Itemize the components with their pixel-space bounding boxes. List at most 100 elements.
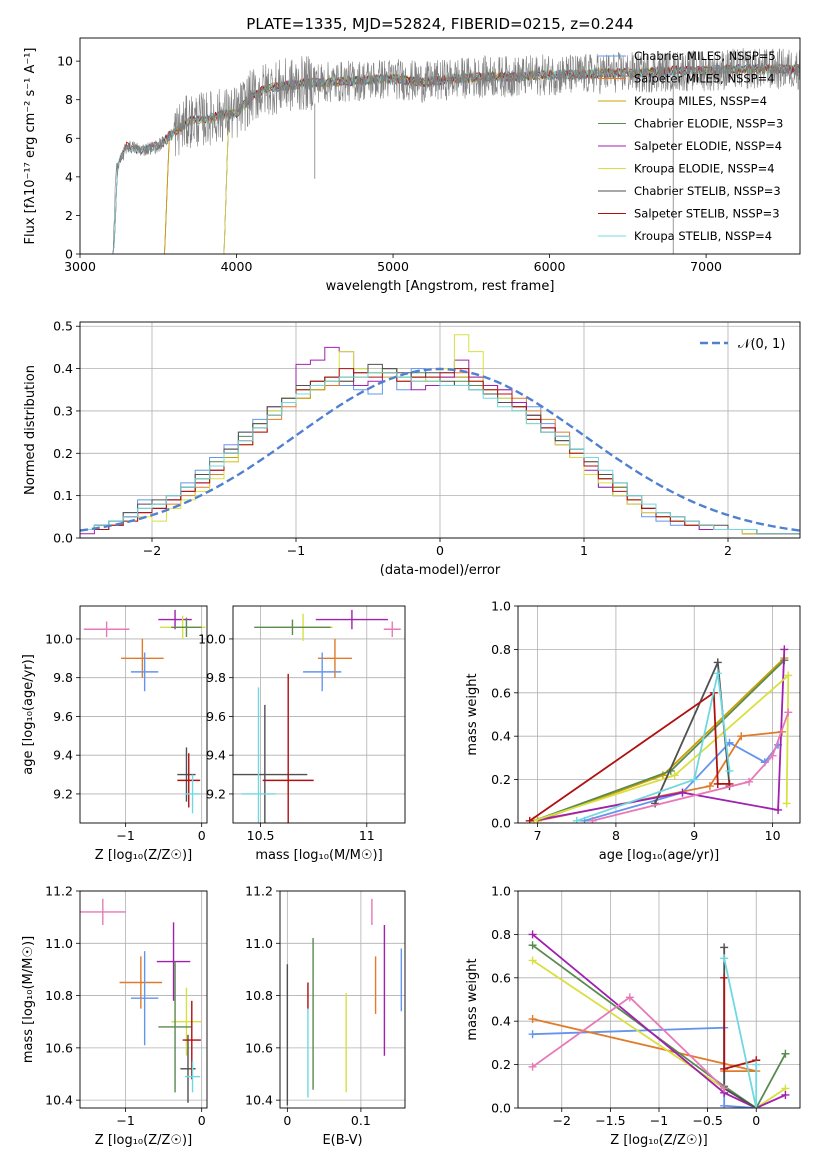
axes-spectrum: 3000 4000 5000 6000 7000 0 2 4 6 8 10 wavelength [A… (23, 37, 801, 294)
x-tick-label: 11 (359, 828, 375, 843)
weight-marker-chabrier_elodie (781, 1049, 790, 1058)
y-tick-label: 6 (65, 131, 73, 146)
plot-area-residuals (80, 334, 800, 538)
x-tick-label: 5000 (377, 259, 409, 274)
weight-marker-pink (720, 1084, 729, 1093)
x-tick-label: 6000 (534, 259, 566, 274)
axes-age_vs_z: −1 0 9.2 9.4 9.6 9.8 10.0 Z [log₁₀(Z/Z☉)] age [l… (21, 605, 208, 863)
y-tick-label: 0.2 (491, 772, 511, 787)
y-tick-label: 0.8 (491, 927, 511, 942)
x-tick-label: −1 (650, 1113, 668, 1128)
legend-label: Chabrier ELODIE, NSSP=3 (634, 117, 783, 131)
y-tick-label: 1.0 (491, 884, 511, 899)
y-tick-label: 0.2 (53, 446, 73, 461)
weight-marker-salpeter_elodie (774, 805, 783, 814)
observed-spectrum (112, 48, 800, 254)
axes-weight_vs_z: −2 −1.5 −1 −0.5 0 0.0 0.2 0.4 0.6 0.8 1.0 Z [log₁₀(… (465, 884, 801, 1148)
y-tick-label: 10.6 (245, 1040, 273, 1055)
x-axis-label: age [log₁₀(age/yr)] (599, 848, 720, 863)
axes-age_vs_mass: 10.5 11 9.2 9.4 9.6 9.8 10.0 mass [log₁₀(M/M☉)] (198, 605, 406, 863)
axes-frame (79, 890, 208, 1109)
y-tick-label: 11.0 (45, 936, 73, 951)
weight-line-chabrier_elodie (532, 944, 787, 1108)
x-tick-label: −2 (553, 1113, 571, 1128)
plot-area-weight_vs_z (528, 930, 790, 1108)
legend: Chabrier MILES, NSSP=5 Salpeter MILES, NS… (598, 49, 783, 243)
y-tick-label: 9.6 (53, 709, 73, 724)
x-tick-label: 9 (690, 828, 698, 843)
y-axis-label: mass weight (465, 673, 480, 755)
weight-marker-salpeter_miles (705, 782, 714, 791)
x-tick-label: −2 (143, 543, 161, 558)
legend-label: Salpeter STELIB, NSSP=3 (634, 207, 780, 221)
y-tick-label: 0.0 (491, 1101, 511, 1116)
weight-marker-salpeter_elodie (678, 788, 687, 797)
weight-marker-kroupa_elodie (670, 771, 679, 780)
normal-curve (80, 367, 800, 532)
weight-marker-pink (528, 1062, 537, 1071)
weight-marker-salpeter_miles (528, 1015, 537, 1024)
y-axis-label: age [log₁₀(age/yr)] (21, 654, 36, 775)
y-tick-label: 0 (65, 247, 73, 262)
plot-area-mass_vs_z (80, 898, 202, 1103)
weight-line-kroupa_stelib (576, 673, 731, 822)
y-tick-label: 0.3 (53, 403, 73, 418)
weight-marker-chabrier_miles (720, 1101, 729, 1108)
axes-frame (517, 890, 801, 1109)
weight-marker-chabrier_miles (528, 1030, 537, 1039)
x-axis-label: mass [log₁₀(M/M☉)] (255, 848, 382, 863)
plot-area-mass_vs_ebv (286, 898, 403, 1106)
x-axis-label: (data-model)/error (380, 563, 501, 578)
y-tick-label: 9.6 (206, 709, 226, 724)
weight-marker-kroupa_stelib (752, 1060, 761, 1069)
y-tick-label: 11.0 (245, 936, 273, 951)
weight-marker-pink (625, 993, 634, 1002)
plot-area-age_vs_z (83, 609, 206, 814)
y-tick-label: 0.1 (53, 488, 73, 503)
y-tick-label: 0.2 (491, 1057, 511, 1072)
y-tick-label: 10.4 (245, 1093, 273, 1108)
x-tick-label: 0 (436, 543, 444, 558)
y-tick-label: 10.0 (45, 631, 73, 646)
axes-frame (79, 37, 801, 255)
axes-frame (279, 890, 406, 1109)
y-tick-label: 11.2 (45, 884, 73, 899)
x-tick-label: 7 (534, 828, 542, 843)
weight-marker-kroupa_stelib (572, 816, 581, 823)
model-spectrum-salpeter_stelib (112, 63, 800, 254)
legend-label: Salpeter ELODIE, NSSP=4 (634, 139, 782, 153)
x-tick-label: 0 (198, 1113, 206, 1128)
y-axis-label: mass weight (465, 958, 480, 1040)
weight-line-kroupa_stelib (723, 958, 758, 1108)
x-tick-label: 1 (580, 543, 588, 558)
weight-marker-kroupa_elodie (782, 799, 791, 808)
y-tick-label: 9.4 (206, 748, 226, 763)
weight-line-salpeter_stelib (529, 691, 730, 822)
model-spectrum-chabrier_stelib (112, 62, 800, 254)
legend-label: Kroupa STELIB, NSSP=4 (634, 229, 772, 243)
x-tick-label: 8 (612, 828, 620, 843)
axes-mass_vs_z: −1 0 10.4 10.6 10.8 11.0 11.2 Z [log₁₀(Z/Z☉)] ma… (21, 884, 208, 1148)
weight-line-pink (592, 711, 790, 822)
legend-label: Salpeter MILES, NSSP=4 (634, 72, 775, 86)
y-tick-label: 10.8 (245, 988, 273, 1003)
x-axis-label: wavelength [Angstrom, rest frame] (326, 279, 555, 294)
y-tick-label: 10.4 (45, 1093, 73, 1108)
axes-frame (517, 605, 801, 824)
weight-marker-salpeter_stelib (720, 973, 729, 982)
y-tick-label: 9.8 (53, 670, 73, 685)
weight-marker-salpeter_stelib (525, 816, 534, 823)
legend-label: Chabrier STELIB, NSSP=3 (634, 184, 781, 198)
x-axis-label: E(B-V) (322, 1133, 362, 1148)
x-tick-label: −1.5 (595, 1113, 625, 1128)
weight-marker-pink (745, 777, 754, 786)
y-tick-label: 0.0 (53, 531, 73, 546)
weight-marker-salpeter_stelib (720, 1064, 729, 1073)
x-axis-label: Z [log₁₀(Z/Z☉)] (95, 1133, 192, 1148)
x-tick-label: −1 (116, 1113, 134, 1128)
figure-title: PLATE=1335, MJD=52824, FIBERID=0215, z=0… (246, 15, 633, 33)
y-tick-label: 0.4 (491, 729, 511, 744)
y-tick-label: 1.0 (491, 599, 511, 614)
